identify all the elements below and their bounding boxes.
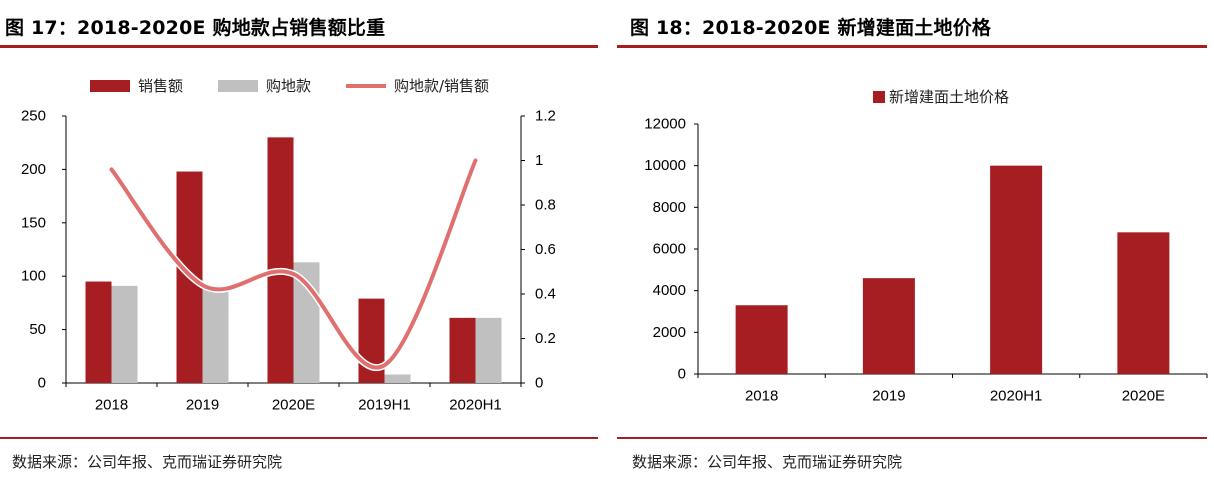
left-chart: 0 50 100 150 200 250 0 0.2 0.4 0.6 0.8 1 1.2 2018 2019… [21, 77, 556, 414]
right-y-tick-label: 0.4 [535, 286, 556, 303]
left-figure-panel: 图 17：2018-2020E 购地款占销售额比重 0 50 100 150 200 25… [0, 0, 600, 484]
x-tick-label: 2019 [186, 397, 219, 414]
right-y-tick-label: 0.8 [535, 197, 556, 214]
legend-sales-swatch [90, 80, 130, 92]
left-source-rule [0, 437, 598, 439]
y-tick-label: 10000 [644, 157, 686, 174]
land-payment-bar [202, 289, 229, 383]
right-figure-panel: 图 18：2018-2020E 新增建面土地价格 0 2000 4000 6000 80… [617, 0, 1214, 484]
x-tick-label: 2018 [95, 397, 128, 414]
land-price-bar [990, 165, 1043, 374]
x-tick-label: 2019 [872, 388, 905, 405]
right-source-rule [617, 437, 1207, 439]
land-payment-bar [111, 285, 138, 383]
right-chart: 0 2000 4000 6000 8000 10000 12000 2018 2019 2020H… [644, 88, 1208, 405]
sales-bar [85, 281, 112, 383]
left-source-note: 数据来源：公司年报、克而瑞证券研究院 [12, 453, 283, 471]
left-figure-title: 图 17：2018-2020E 购地款占销售额比重 [5, 17, 386, 39]
y-tick-label: 0 [678, 366, 686, 383]
right-y-tick-label: 0 [535, 375, 543, 392]
x-tick-label: 2018 [745, 388, 778, 405]
land-price-bar [1117, 232, 1170, 374]
x-tick-label: 2020E [272, 397, 315, 414]
legend-land-payment-swatch [218, 80, 258, 92]
right-y-tick-label: 0.2 [535, 330, 556, 347]
ratio-line [109, 158, 478, 370]
y-tick-label: 2000 [653, 324, 686, 341]
sales-bar [449, 317, 476, 383]
legend-sales-label: 销售额 [138, 77, 183, 95]
land-price-bar [735, 305, 788, 374]
x-tick-label: 2019H1 [358, 397, 411, 414]
right-source-note: 数据来源：公司年报、克而瑞证券研究院 [632, 453, 903, 471]
left-y-tick-label: 50 [29, 321, 46, 338]
y-tick-label: 6000 [653, 241, 686, 258]
land-payment-bar [384, 374, 411, 383]
left-y-tick-label: 0 [38, 375, 46, 392]
left-title-rule [0, 45, 598, 48]
legend-ratio-label: 购地款/销售额 [394, 77, 489, 95]
left-y-tick-label: 150 [21, 214, 46, 231]
x-tick-label: 2020H1 [990, 388, 1043, 405]
legend-land-price-label: 新增建面土地价格 [889, 88, 1009, 106]
right-y-tick-label: 1.2 [535, 108, 556, 125]
x-tick-label: 2020H1 [449, 397, 502, 414]
legend-land-price-swatch [873, 91, 885, 103]
y-tick-label: 4000 [653, 282, 686, 299]
land-price-bar [862, 278, 915, 374]
left-y-tick-label: 250 [21, 108, 46, 125]
land-payment-bar [475, 317, 502, 383]
right-y-tick-label: 1 [535, 152, 543, 169]
x-tick-label: 2020E [1122, 388, 1165, 405]
legend-land-payment-label: 购地款 [266, 77, 311, 95]
y-tick-label: 8000 [653, 199, 686, 216]
left-y-tick-label: 100 [21, 268, 46, 285]
left-y-tick-label: 200 [21, 161, 46, 178]
right-y-tick-label: 0.6 [535, 241, 556, 258]
right-figure-title: 图 18：2018-2020E 新增建面土地价格 [630, 17, 992, 39]
y-tick-label: 12000 [644, 116, 686, 133]
right-title-rule [617, 45, 1207, 48]
sales-bar [267, 137, 294, 383]
